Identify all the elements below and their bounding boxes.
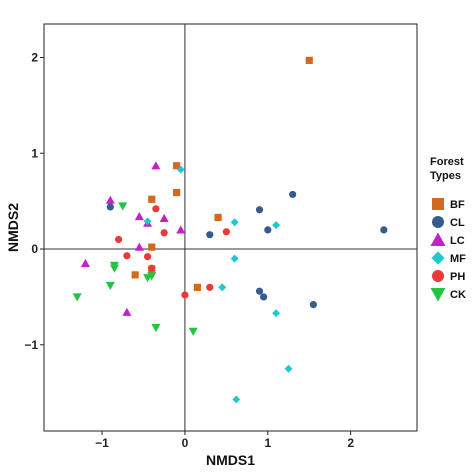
data-point-mf <box>230 254 239 263</box>
data-point-cl <box>289 190 297 199</box>
legend-label-cl: CL <box>450 217 465 229</box>
data-point-mf <box>176 165 185 174</box>
data-point-lc <box>176 225 186 234</box>
data-point-cl <box>260 293 268 301</box>
data-point-ph <box>148 264 156 272</box>
data-point-ph <box>123 252 131 260</box>
data-point-lc <box>105 195 115 204</box>
data-point-mf <box>272 309 281 318</box>
plot-panel <box>43 23 418 432</box>
data-point-bf <box>148 243 156 251</box>
legend-key-ph <box>432 270 444 282</box>
x-tick-label: 1 <box>264 436 271 450</box>
data-point-lc <box>134 211 144 221</box>
data-point-cl <box>106 203 114 211</box>
data-point-ck <box>118 202 128 211</box>
data-point-mf <box>232 395 241 404</box>
legend-title: Forest <box>430 156 464 168</box>
data-point-ph <box>115 235 123 244</box>
data-point-ph <box>152 205 160 213</box>
legend-key-ck <box>430 288 446 302</box>
data-point-ph <box>206 283 214 291</box>
x-tick-label: −1 <box>95 436 109 450</box>
legend-label-mf: MF <box>450 253 466 265</box>
x-tick-label: 0 <box>182 436 189 450</box>
data-point-ck <box>151 323 161 333</box>
data-point-bf <box>148 195 156 203</box>
data-point-cl <box>380 226 388 234</box>
data-point-mf <box>218 283 227 292</box>
data-point-lc <box>80 258 90 268</box>
data-point-cl <box>206 231 214 239</box>
data-point-ck <box>188 327 198 336</box>
data-point-mf <box>284 364 293 373</box>
data-point-cl <box>309 300 317 309</box>
data-point-bf <box>214 213 222 222</box>
legend-key-mf <box>431 251 445 265</box>
data-point-bf <box>173 162 181 170</box>
data-point-lc <box>134 242 144 251</box>
data-point-ph <box>181 291 189 299</box>
data-point-mf <box>143 217 152 226</box>
data-point-mf <box>230 218 239 227</box>
x-axis-label: NMDS1 <box>206 452 255 468</box>
y-axis-label: NMDS2 <box>5 203 21 252</box>
legend: Forest Types BF CL LC MF PH CK <box>430 156 466 302</box>
y-tick-label: 1 <box>31 146 38 160</box>
data-point-ph <box>144 253 152 261</box>
legend-key-bf <box>432 198 444 210</box>
data-point-bf <box>305 56 313 64</box>
y-tick-label: 2 <box>31 51 38 65</box>
y-tick-label: 0 <box>31 242 38 256</box>
data-point-cl <box>255 206 264 214</box>
data-points <box>72 56 388 404</box>
axis-ticks: −1 0 1 2 −1 0 1 2 <box>24 51 354 450</box>
legend-label-bf: BF <box>450 199 465 211</box>
legend-label-ck: CK <box>450 289 466 301</box>
data-point-bf <box>173 188 181 197</box>
data-point-ph <box>222 228 230 236</box>
y-tick-label: −1 <box>24 338 38 352</box>
legend-label-lc: LC <box>450 235 465 247</box>
data-point-ck <box>105 281 115 290</box>
data-point-ck <box>109 264 119 273</box>
data-point-bf <box>131 271 139 279</box>
legend-title: Types <box>430 170 461 182</box>
zero-lines <box>44 24 417 431</box>
legend-key-lc <box>430 232 446 246</box>
data-point-mf <box>272 221 281 230</box>
data-point-ck <box>72 293 82 302</box>
data-point-lc <box>159 213 169 223</box>
data-point-bf <box>193 283 201 291</box>
data-point-lc <box>122 307 132 316</box>
data-point-ck <box>143 274 153 283</box>
legend-key-cl <box>432 216 444 228</box>
data-point-cl <box>255 287 264 295</box>
x-tick-label: 2 <box>347 436 354 450</box>
legend-label-ph: PH <box>450 271 465 283</box>
data-point-lc <box>151 161 161 170</box>
data-point-cl <box>264 226 272 234</box>
data-point-ph <box>160 229 168 237</box>
